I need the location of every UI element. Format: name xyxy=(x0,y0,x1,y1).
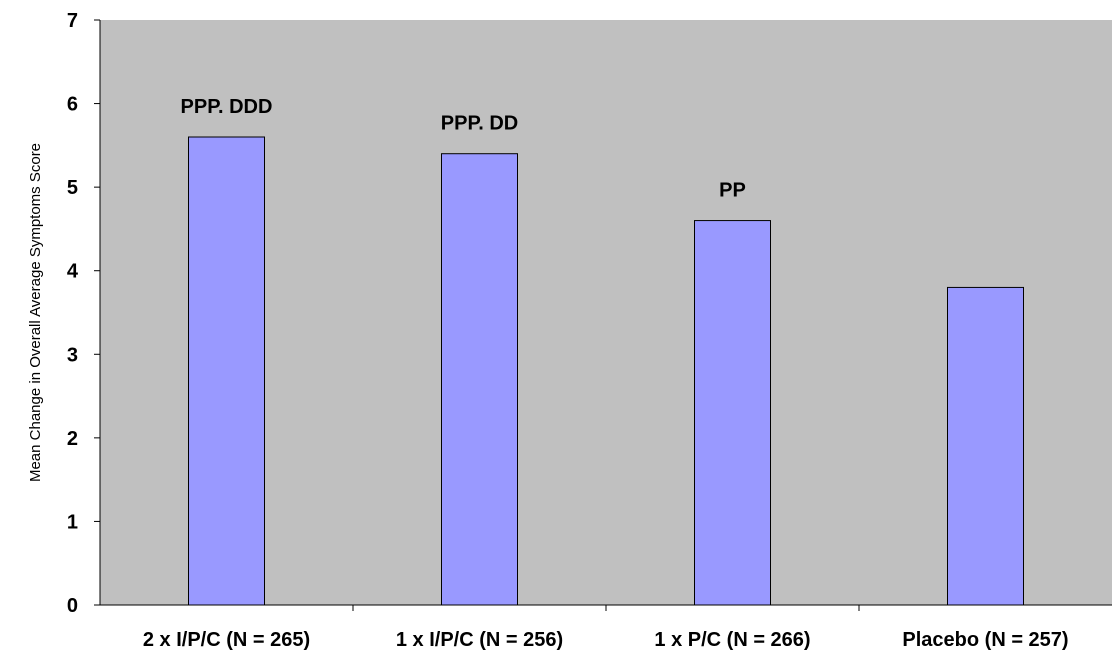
bar-annotation: PP xyxy=(719,180,746,202)
bar-annotation: PPP. DD xyxy=(441,113,518,135)
x-tick-label: 1 x P/C (N = 266) xyxy=(654,629,810,651)
bar xyxy=(694,220,771,606)
x-tick-label: Placebo (N = 257) xyxy=(902,629,1068,651)
y-tick-label: 5 xyxy=(67,177,78,199)
axes-layer xyxy=(94,19,1112,611)
y-tick-label: 2 xyxy=(67,428,78,450)
y-tick-label: 1 xyxy=(67,511,78,533)
y-tick-label: 0 xyxy=(67,595,78,617)
y-tick-label: 6 xyxy=(67,94,78,116)
plot-area xyxy=(100,20,1112,605)
y-tick-label: 3 xyxy=(67,344,78,366)
y-tick-label: 4 xyxy=(67,261,79,283)
bar xyxy=(441,153,518,606)
bar xyxy=(947,286,1024,606)
y-tick-label: 7 xyxy=(67,10,78,32)
bar-annotation: PPP. DDD xyxy=(181,96,273,118)
y-axis-title: Mean Change in Overall Average Symptoms … xyxy=(27,143,44,482)
bars-layer xyxy=(188,136,1024,606)
x-tick-label: 2 x I/P/C (N = 265) xyxy=(143,629,310,651)
x-tick-label: 1 x I/P/C (N = 256) xyxy=(396,629,563,651)
bar xyxy=(188,136,265,606)
labels-layer: PPP. DDD 2 x I/P/C (N = 265) PPP. DD 1 x I/… xyxy=(67,10,1069,651)
